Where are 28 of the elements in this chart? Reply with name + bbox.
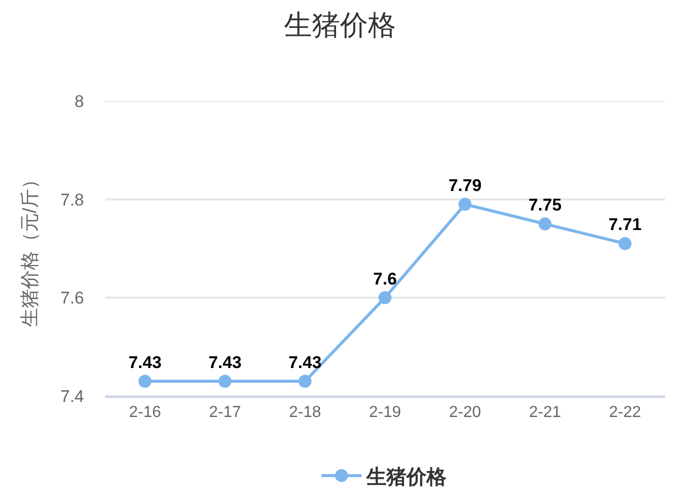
x-tick-label: 2-20 — [448, 404, 482, 422]
point — [218, 374, 232, 388]
point — [538, 217, 552, 230]
y-tick-label: 7.4 — [60, 386, 84, 406]
data-label: 7.43 — [128, 352, 162, 372]
y-tick-label: 8 — [74, 92, 84, 111]
x-tick-label: 2-21 — [528, 404, 562, 422]
data-label: 7.43 — [288, 352, 322, 372]
y-axis-title: 生猪价格（元/斤） — [20, 170, 42, 328]
y-tick-label: 7.8 — [60, 190, 84, 210]
data-label: 7.6 — [373, 269, 397, 288]
x-tick-label: 2-17 — [208, 404, 242, 422]
data-label: 7.43 — [208, 352, 242, 372]
data-label: 7.71 — [608, 215, 642, 234]
y-tick-label: 7.6 — [60, 288, 84, 308]
x-tick-label: 2-18 — [288, 404, 322, 422]
chart-title: 生猪价格 — [284, 10, 396, 41]
x-tick-label: 2-19 — [368, 404, 402, 422]
point — [378, 291, 392, 304]
x-tick-label: 2-16 — [128, 404, 162, 422]
point — [138, 374, 152, 388]
point — [458, 198, 472, 211]
point — [298, 374, 312, 388]
point — [618, 237, 632, 250]
x-tick-label: 2-22 — [608, 404, 642, 422]
legend-label: 生猪价格 — [366, 466, 448, 488]
data-label: 7.75 — [528, 196, 562, 215]
data-label: 7.79 — [448, 176, 482, 195]
